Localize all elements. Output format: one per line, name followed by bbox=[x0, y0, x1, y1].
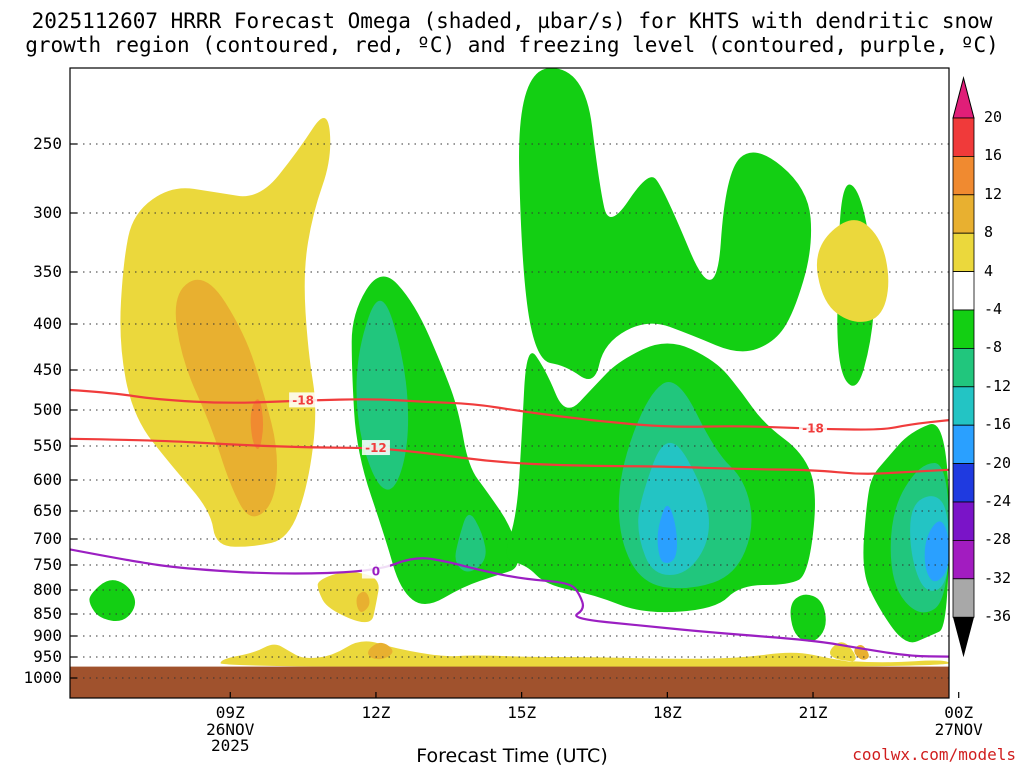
omega-cell-blue-right bbox=[924, 521, 949, 582]
y-tick-label: 900 bbox=[33, 626, 62, 645]
colorbar-swatch-3 bbox=[952, 232, 975, 272]
x-tick-label: 00Z bbox=[944, 703, 974, 722]
colorbar-swatch-8 bbox=[952, 424, 975, 465]
colorbar-top-arrow bbox=[952, 76, 975, 119]
dendritic-bottom-label-text-1: -12 bbox=[365, 441, 387, 455]
dendritic-top-label-bg-2 bbox=[799, 420, 828, 436]
omega-cell-cyan-center bbox=[638, 442, 709, 575]
colorbar-label: -24 bbox=[984, 492, 1012, 510]
x-tick-label: 21Z bbox=[798, 703, 828, 722]
colorbar-swatch-10 bbox=[952, 501, 975, 541]
pressure-gridlines bbox=[70, 143, 960, 698]
omega-cell-orange-small-b bbox=[368, 642, 393, 660]
dendritic-bottom-line bbox=[70, 437, 949, 475]
freezing-level-label-1: 0 bbox=[361, 563, 390, 579]
colorbar-label: -16 bbox=[984, 415, 1012, 434]
y-tick-label: 950 bbox=[33, 647, 62, 666]
y-tick-label: 350 bbox=[33, 262, 62, 281]
colorbar-swatch-11 bbox=[952, 540, 975, 580]
plot-frame bbox=[69, 67, 950, 699]
x-tick-label: 15Z bbox=[507, 703, 537, 722]
colorbar-label: -36 bbox=[984, 607, 1012, 626]
omega-cell-green-small-left bbox=[89, 580, 136, 622]
colorbar-label: 20 bbox=[984, 108, 1003, 126]
colorbar-label: 8 bbox=[984, 223, 994, 242]
omega-cell-yellow-upper-right bbox=[816, 220, 889, 322]
y-tick-label: 1000 bbox=[23, 668, 62, 687]
colorbar-bottom-arrow bbox=[953, 617, 974, 658]
omega-cell-teal-small bbox=[455, 514, 486, 572]
dendritic-top-label-bg-1 bbox=[289, 392, 318, 408]
chart-title-line-2: growth region (contoured, red, ºC) and f… bbox=[25, 33, 999, 57]
omega-cell-orange-left bbox=[175, 279, 277, 517]
y-tick-label: 550 bbox=[33, 436, 62, 455]
colorbar-swatch-12 bbox=[952, 578, 975, 618]
dendritic-bottom-label-1: -12 bbox=[361, 440, 390, 456]
y-tick-label: 400 bbox=[33, 314, 62, 333]
ground-surface bbox=[70, 666, 949, 698]
colorbar-swatch-5 bbox=[952, 309, 975, 349]
freezing-level-label-text-1: 0 bbox=[372, 565, 380, 579]
omega-cell-blue-center bbox=[657, 505, 677, 564]
chart-title-line-1: 2025112607 HRRR Forecast Omega (shaded, … bbox=[31, 9, 993, 33]
source-credit: coolwx.com/models bbox=[852, 745, 1016, 764]
omega-cell-deeporange-left bbox=[250, 399, 264, 449]
colorbar-swatch-9 bbox=[952, 463, 975, 503]
colorbar-swatch-0 bbox=[952, 117, 975, 157]
colorbar bbox=[952, 76, 975, 658]
y-tick-label: 300 bbox=[33, 203, 62, 222]
dendritic-bottom-label-bg-1 bbox=[361, 440, 390, 456]
x-tick-label: 09Z bbox=[215, 703, 245, 722]
y-tick-label: 650 bbox=[33, 501, 62, 520]
y-tick-label: 250 bbox=[33, 134, 62, 153]
colorbar-label: -4 bbox=[984, 300, 1003, 318]
y-tick-label: 800 bbox=[33, 580, 62, 599]
omega-shading bbox=[70, 68, 949, 698]
colorbar-swatch-2 bbox=[952, 194, 975, 234]
colorbar-label: -20 bbox=[984, 453, 1012, 472]
dendritic-top-line bbox=[70, 388, 949, 431]
x-tick-label: 18Z bbox=[652, 703, 682, 722]
colorbar-label: -12 bbox=[984, 376, 1012, 395]
colorbar-swatch-1 bbox=[952, 155, 975, 196]
colorbar-swatch-6 bbox=[952, 347, 975, 388]
colorbar-swatch-7 bbox=[952, 386, 975, 426]
dendritic-top-label-1: -18 bbox=[289, 392, 318, 408]
x-tick-date-label: 26NOV bbox=[206, 720, 255, 739]
y-tick-label: 850 bbox=[33, 604, 62, 623]
freezing-level-line bbox=[70, 548, 949, 658]
colorbar-label: -28 bbox=[984, 530, 1012, 549]
omega-cell-orange-small-a bbox=[356, 591, 370, 612]
x-axis-title: Forecast Time (UTC) bbox=[416, 745, 608, 767]
omega-cell-green-upper-center bbox=[519, 68, 812, 380]
y-tick-label: 450 bbox=[33, 360, 62, 379]
omega-cell-yellow-lowleft bbox=[317, 572, 379, 623]
x-tick-label: 12Z bbox=[361, 703, 391, 722]
y-tick-label: 600 bbox=[33, 470, 62, 489]
dendritic-top-label-text-2: -18 bbox=[802, 422, 824, 436]
temperature-contours: -18 -18 -12 0 bbox=[70, 388, 949, 658]
colorbar-label: 12 bbox=[984, 184, 1003, 203]
x-tick-date-label: 2025 bbox=[210, 736, 250, 755]
dendritic-top-label-2: -18 bbox=[799, 420, 828, 436]
y-tick-label: 500 bbox=[33, 400, 62, 419]
y-tick-label: 700 bbox=[33, 529, 62, 548]
colorbar-label: -32 bbox=[984, 568, 1012, 587]
colorbar-swatch-4 bbox=[952, 271, 975, 311]
freezing-level-label-bg-1 bbox=[361, 563, 390, 579]
y-tick-label: 750 bbox=[33, 555, 62, 574]
colorbar-label: -8 bbox=[984, 338, 1003, 357]
colorbar-label: 16 bbox=[984, 146, 1003, 165]
dendritic-top-label-text-1: -18 bbox=[292, 393, 314, 407]
x-tick-date-label: 27NOV bbox=[934, 720, 983, 739]
colorbar-label: 4 bbox=[984, 261, 994, 280]
omega-cell-green-small-right bbox=[790, 594, 826, 642]
omega-cell-yellow-surface bbox=[220, 641, 949, 668]
